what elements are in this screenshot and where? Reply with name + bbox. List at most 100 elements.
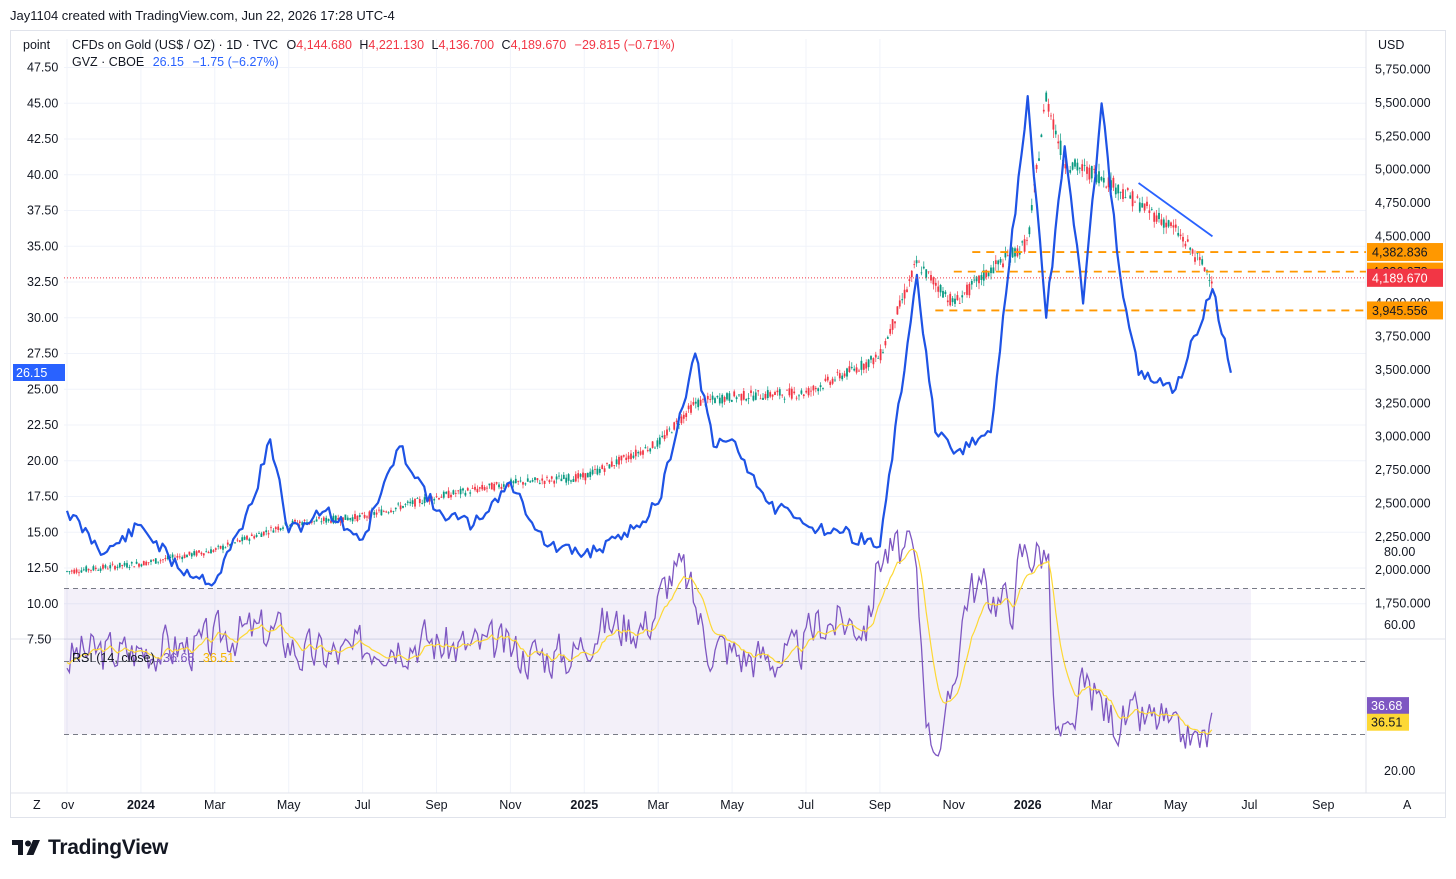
candle-body	[474, 486, 476, 490]
candle-body	[157, 561, 160, 563]
candle-body	[224, 547, 227, 549]
auto-scale-z-button[interactable]: Z	[33, 798, 41, 812]
candle-body	[762, 397, 764, 400]
candle-body	[435, 496, 438, 498]
candle-body	[476, 488, 479, 493]
right-axis[interactable]: 5,750.000 5,500.000 5,250.000 5,000.000 4,75…	[1375, 63, 1431, 611]
candle-body	[234, 542, 236, 544]
candle-body	[543, 480, 546, 485]
candle-body	[994, 260, 997, 265]
candle-body	[152, 559, 155, 561]
candle-body	[1160, 219, 1163, 225]
candle-body	[776, 390, 779, 393]
candle-body	[1126, 188, 1129, 190]
left-axis[interactable]: 47.50 45.00 42.50 40.00 37.50 35.00 32.50 30.00…	[27, 61, 58, 647]
candle-body	[531, 480, 534, 482]
candle-body	[1011, 247, 1014, 258]
candle-body	[656, 440, 659, 447]
candle-body	[1102, 177, 1105, 183]
candle-body	[594, 469, 596, 470]
candle-body	[258, 533, 260, 534]
candle-body	[752, 395, 755, 401]
price-tag-label: 3,945.556	[1372, 304, 1428, 318]
tradingview-logo-icon	[12, 840, 40, 855]
candle-body	[1047, 104, 1050, 112]
candle-body	[651, 441, 654, 448]
time-axis-tick: Jul	[798, 798, 814, 812]
right-axis-tick: 5,500.000	[1375, 96, 1431, 110]
left-axis-tick: 32.50	[27, 275, 58, 289]
tradingview-logo[interactable]: TradingView	[12, 836, 168, 860]
legend-close: 4,189.670	[511, 38, 567, 52]
candle-body	[1081, 164, 1084, 171]
rsi-axis[interactable]: 80.00 60.00 20.00 36.68 36.51	[1367, 545, 1415, 778]
candle-body	[1203, 267, 1206, 272]
candle-body	[337, 517, 340, 520]
candle-body	[558, 475, 560, 477]
trendline[interactable]	[1138, 182, 1213, 238]
candle-body	[634, 449, 637, 457]
candle-body	[315, 519, 318, 522]
candle-body	[303, 519, 306, 521]
candle-body	[555, 476, 558, 480]
candle-body	[445, 491, 448, 494]
candle-body	[598, 469, 601, 473]
candle-body	[1045, 92, 1048, 102]
candle-body	[615, 459, 618, 465]
candle-body	[277, 526, 280, 530]
candle-body	[416, 498, 419, 499]
candle-body	[1088, 167, 1091, 180]
left-axis-tick: 25.00	[27, 382, 58, 396]
candle-body	[205, 551, 208, 553]
candle-body	[961, 295, 964, 298]
candle-body	[1095, 174, 1098, 183]
candle-body	[882, 352, 884, 353]
candle-body	[486, 487, 488, 489]
time-axis-tick: Jul	[1241, 798, 1257, 812]
candle-body	[440, 496, 443, 498]
candle-body	[622, 455, 625, 457]
candle-body	[262, 531, 265, 536]
candle-body	[500, 486, 503, 489]
candle-body	[702, 398, 704, 400]
candle-body	[198, 550, 200, 553]
time-axis[interactable]: ov 2024 Mar May Jul Sep Nov 2025 Mar May Jul Sep Nov…	[61, 798, 1334, 812]
candle-body	[128, 567, 131, 568]
candle-body	[548, 480, 551, 483]
rsi-pane	[64, 588, 1366, 735]
candle-body	[195, 551, 198, 556]
candle-body	[1021, 241, 1024, 243]
candle-body	[862, 363, 865, 370]
left-axis-tick: 12.50	[27, 561, 58, 575]
right-axis-tick: 2,000.000	[1375, 563, 1431, 577]
chart-frame[interactable]: point 47.50 45.00 42.50 40.00 37.50 35.00 32.5…	[10, 30, 1446, 818]
candle-body	[814, 387, 817, 390]
candle-body	[990, 267, 992, 274]
candle-body	[1124, 197, 1127, 198]
auto-scale-a-button[interactable]: A	[1403, 798, 1412, 812]
candle-body	[1038, 158, 1040, 161]
rsi-legend: RSI (14, close) 36.68 36.51	[72, 651, 234, 665]
candle-body	[363, 514, 366, 518]
candle-body	[584, 473, 587, 481]
candle-body	[512, 481, 515, 484]
candle-body	[325, 517, 328, 523]
candle-body	[481, 484, 484, 490]
candle-body	[992, 267, 995, 274]
chart-svg[interactable]: point 47.50 45.00 42.50 40.00 37.50 35.00 32.5…	[11, 31, 1445, 817]
candle-body	[320, 521, 323, 523]
candle-body	[1177, 232, 1180, 236]
legend-gvz-name: GVZ · CBOE	[72, 55, 144, 69]
candle-body	[848, 366, 851, 373]
rsi-legend-name: RSI (14, close)	[72, 651, 155, 665]
candle-body	[613, 465, 616, 466]
candle-body	[253, 536, 256, 539]
candle-body	[102, 564, 104, 569]
candle-body	[207, 551, 210, 554]
right-axis-tick: 5,750.000	[1375, 63, 1431, 77]
candle-body	[438, 498, 440, 500]
rsi-value-tag	[1367, 697, 1409, 715]
candle-body	[466, 488, 469, 491]
candle-body	[236, 539, 239, 541]
